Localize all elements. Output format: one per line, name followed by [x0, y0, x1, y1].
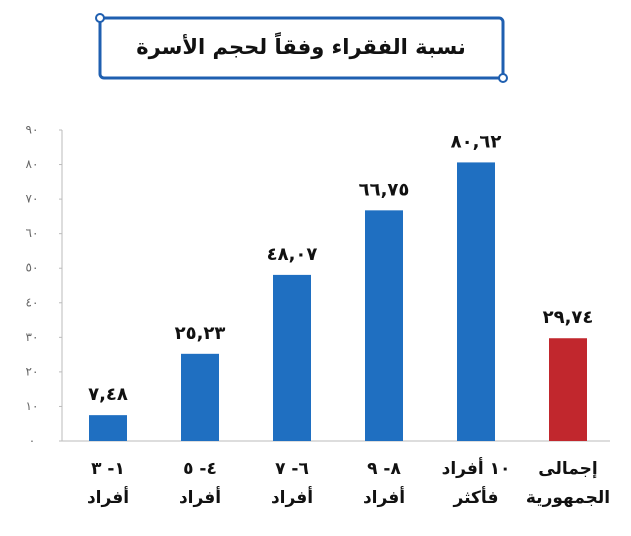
y-tick-label: ٦٠ [26, 226, 39, 240]
bar [365, 210, 403, 441]
bar [549, 338, 587, 441]
y-tick-label: ٢٠ [26, 364, 39, 378]
y-tick-label: ٤٠ [26, 295, 39, 309]
bar [273, 274, 311, 441]
x-tick-label: ٨- ٩ أفراد [363, 459, 405, 508]
bar [457, 162, 495, 441]
x-tick-label: ١٠ أفراد فأكثر [442, 457, 511, 508]
y-tick-label: ١٠ [26, 399, 39, 413]
value-label: ٧,٤٨ [88, 384, 128, 405]
title-box-curl [95, 13, 105, 23]
x-tick-label: ١- ٣ أفراد [87, 459, 129, 508]
x-tick-label: ٦- ٧ أفراد [271, 459, 313, 508]
y-tick-label: ٩٠ [26, 123, 39, 137]
chart-title: نسبة الفقراء وفقاً لحجم الأسرة [136, 31, 466, 59]
title-box [98, 16, 505, 80]
x-tick-label: إجمالى الجمهورية [526, 459, 610, 508]
bar [89, 415, 127, 441]
value-label: ٨٠,٦٢ [451, 131, 502, 152]
y-tick-label: ٠ [29, 434, 35, 448]
y-tick-label: ٧٠ [26, 192, 39, 206]
y-tick-label: ٥٠ [26, 261, 39, 275]
y-tick-label: ٣٠ [26, 330, 39, 344]
title-box-curl [498, 73, 508, 83]
value-label: ٢٥,٢٣ [175, 323, 226, 344]
y-tick-label: ٨٠ [26, 157, 39, 171]
bar [181, 353, 219, 441]
x-tick-label: ٤- ٥ أفراد [179, 459, 221, 508]
value-label: ٤٨,٠٧ [267, 244, 318, 265]
value-label: ٢٩,٧٤ [543, 307, 594, 328]
value-label: ٦٦,٧٥ [359, 179, 410, 200]
